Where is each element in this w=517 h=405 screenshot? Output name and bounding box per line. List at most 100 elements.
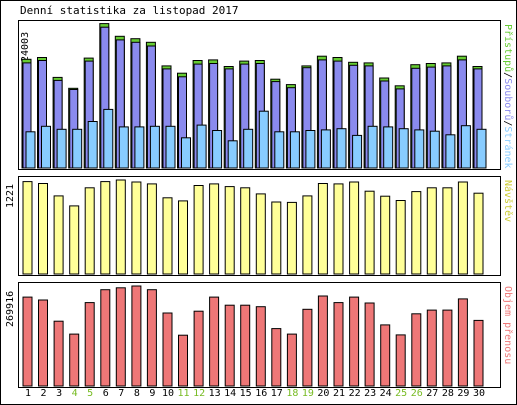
bar-pages [72, 128, 83, 169]
bar-pages [336, 128, 347, 169]
bar-kbytes [22, 296, 33, 387]
bar-visits [131, 181, 142, 275]
bar-visits [286, 201, 297, 275]
bar-pages [227, 140, 238, 169]
bar-kbytes [193, 310, 204, 387]
bar-visits [395, 200, 406, 275]
bar-kbytes [131, 285, 142, 387]
bar-visits [349, 181, 360, 275]
x-tick-label: 6 [102, 388, 109, 399]
x-tick-label: 3 [56, 388, 63, 399]
bar-kbytes [364, 302, 375, 387]
bar-pages [460, 125, 471, 169]
bar-kbytes [426, 309, 437, 387]
x-tick-label: 13 [208, 388, 221, 399]
bar-visits [22, 181, 33, 275]
bar-visits [178, 200, 188, 275]
bar-kbytes [380, 324, 391, 387]
bar-pages [243, 128, 254, 169]
bar-kbytes [84, 302, 95, 387]
x-tick-label: 14 [224, 388, 237, 399]
bar-kbytes [302, 308, 313, 387]
x-tick-label: 21 [332, 388, 346, 399]
x-tick-label: 20 [317, 388, 330, 399]
bar-visits [100, 181, 111, 275]
chart-title: Denní statistika za listopad 2017 [20, 4, 239, 17]
x-tick-label: 7 [118, 388, 125, 399]
bar-visits [115, 179, 126, 275]
bar-pages [258, 110, 269, 169]
bar-kbytes [317, 295, 328, 387]
x-tick-label: 12 [193, 388, 206, 399]
x-tick-label: 15 [239, 388, 252, 399]
bar-visits [38, 183, 48, 275]
bar-visits [255, 193, 266, 275]
bar-kbytes [349, 296, 360, 387]
bar-pages [476, 128, 487, 169]
bar-pages [165, 125, 176, 169]
x-tick-label: 30 [472, 388, 486, 399]
bar-visits [457, 181, 468, 275]
bar-visits [53, 195, 64, 275]
bar-kbytes [240, 304, 251, 387]
bar-pages [118, 126, 129, 169]
bar-kbytes [53, 320, 64, 387]
bar-visits [240, 187, 251, 275]
bar-visits [302, 195, 313, 275]
x-tick-label: 11 [177, 388, 190, 399]
bar-visits [380, 195, 391, 275]
bar-visits [473, 192, 484, 275]
bar-pages [429, 130, 440, 169]
x-tick-label: 22 [348, 388, 361, 399]
bar-visits [364, 190, 375, 275]
bar-kbytes [411, 313, 422, 387]
bar-visits [84, 187, 95, 275]
x-tick-label: 29 [457, 388, 470, 399]
bar-pages [367, 125, 378, 169]
x-tick-label: 28 [441, 388, 454, 399]
bar-kbytes [209, 296, 220, 387]
bar-pages [134, 126, 145, 169]
bar-pages [274, 131, 285, 169]
x-tick-label: 10 [161, 388, 175, 399]
x-tick-label: 25 [395, 388, 408, 399]
bar-pages [181, 137, 191, 169]
bar-kbytes [69, 333, 80, 387]
bar-kbytes [395, 334, 406, 387]
bar-pages [352, 134, 363, 169]
bar-pages [289, 131, 300, 169]
bar-pages [383, 126, 394, 169]
x-tick-label: 9 [149, 388, 156, 399]
x-tick-label: 16 [255, 388, 268, 399]
bar-pages [445, 134, 456, 169]
bar-pages [149, 125, 160, 169]
bar-kbytes [38, 299, 48, 387]
bar-kbytes [178, 334, 188, 387]
bar-visits [209, 183, 220, 275]
x-tick-label: 24 [379, 388, 392, 399]
bar-visits [271, 201, 282, 275]
bar-kbytes [255, 306, 266, 387]
bar-visits [224, 186, 235, 275]
bar-visits [442, 187, 453, 275]
bar-visits [426, 187, 437, 275]
x-tick-label: 27 [426, 388, 439, 399]
bar-pages [25, 131, 36, 169]
bar-kbytes [286, 333, 297, 387]
x-tick-label: 4 [71, 388, 78, 399]
x-tick-label: 8 [133, 388, 140, 399]
x-tick-label: 1 [24, 388, 32, 399]
bar-pages [103, 108, 114, 169]
bar-visits [162, 197, 173, 275]
bar-pages [398, 128, 409, 169]
bar-visits [146, 183, 157, 275]
bar-pages [320, 129, 331, 169]
bar-pages [414, 129, 425, 169]
bar-kbytes [473, 319, 484, 387]
bar-kbytes [162, 312, 173, 387]
bar-pages [212, 130, 223, 169]
bar-visits [333, 183, 344, 275]
bar-kbytes [100, 289, 111, 387]
x-tick-label: 18 [286, 388, 299, 399]
